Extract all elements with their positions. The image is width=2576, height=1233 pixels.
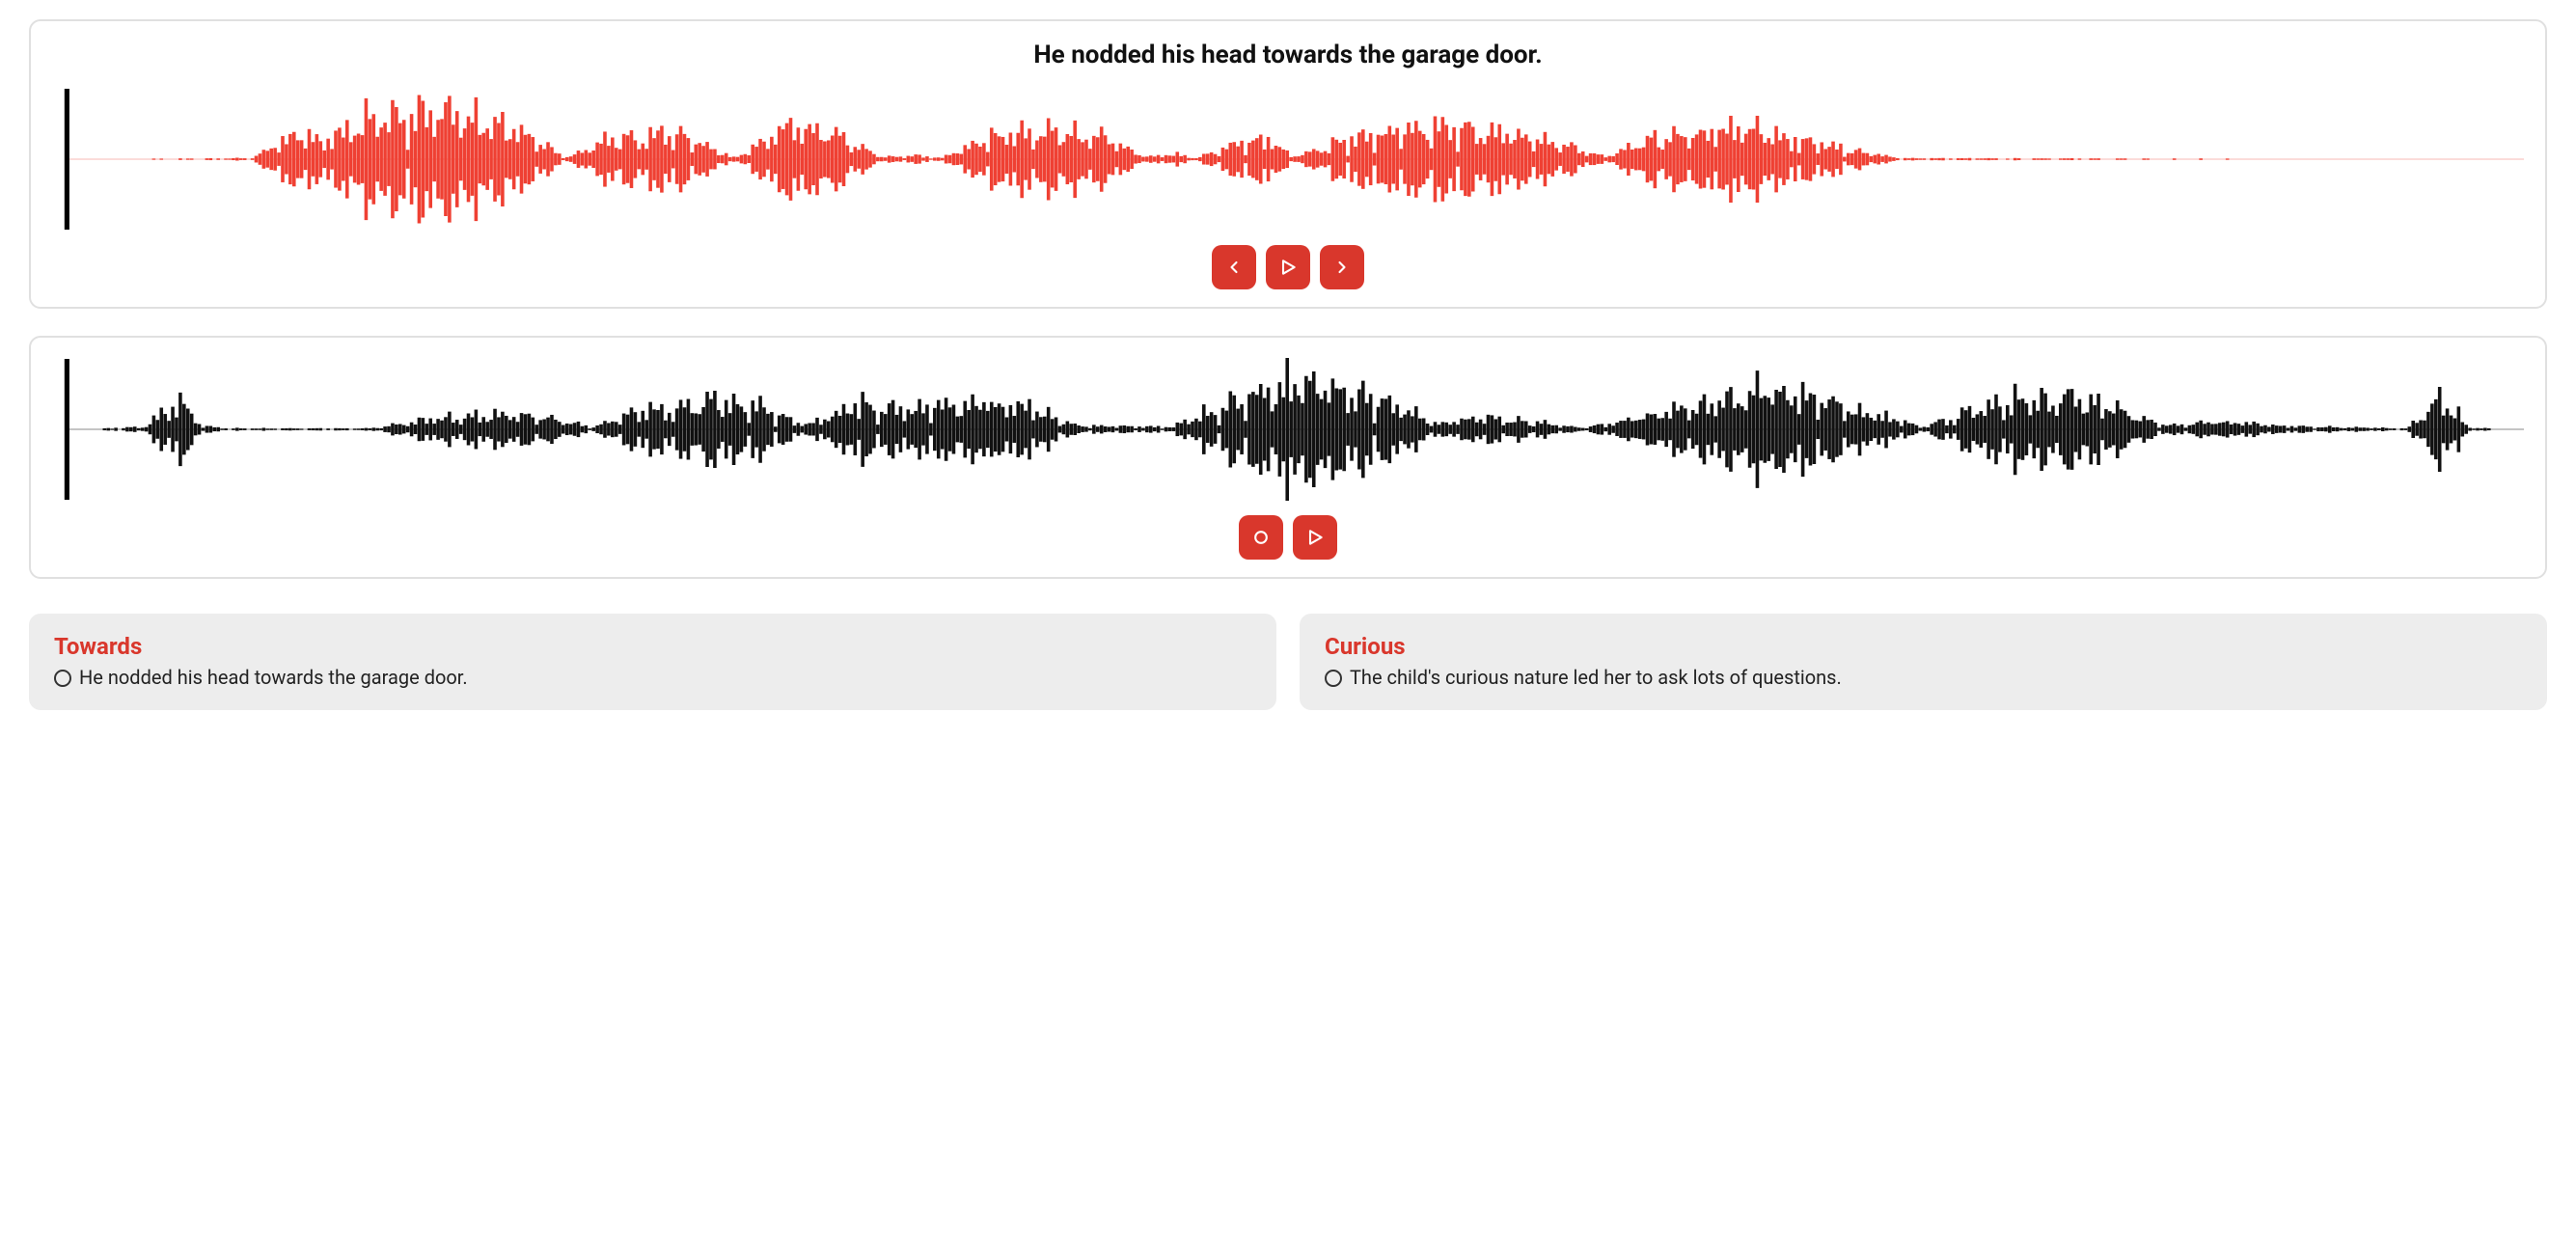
option-radio-row[interactable]: The child's curious nature led her to as… [1325,666,2522,689]
user-waveform[interactable] [52,357,2524,502]
option-radio-row[interactable]: He nodded his head towards the garage do… [54,666,1251,689]
play-recording-button[interactable] [1293,515,1337,560]
reference-controls [52,245,2524,289]
next-button[interactable] [1320,245,1364,289]
chevron-right-icon [1332,258,1352,277]
record-icon [1251,528,1271,547]
radio-icon [54,670,71,687]
reference-sentence: He nodded his head towards the garage do… [52,41,2524,69]
reference-audio-panel: He nodded his head towards the garage do… [29,19,2547,309]
user-recording-panel [29,336,2547,579]
play-reference-button[interactable] [1266,245,1310,289]
option-word: Curious [1325,633,2522,660]
prev-button[interactable] [1212,245,1256,289]
reference-waveform[interactable] [52,87,2524,232]
option-card-curious[interactable]: Curious The child's curious nature led h… [1300,614,2547,710]
play-icon [1278,258,1298,277]
recording-controls [52,515,2524,560]
option-word: Towards [54,633,1251,660]
play-icon [1305,528,1325,547]
radio-icon [1325,670,1342,687]
option-sentence: The child's curious nature led her to as… [1350,666,1842,689]
option-sentence: He nodded his head towards the garage do… [79,666,468,689]
option-card-towards[interactable]: Towards He nodded his head towards the g… [29,614,1276,710]
record-button[interactable] [1239,515,1283,560]
chevron-left-icon [1224,258,1244,277]
sentence-options: Towards He nodded his head towards the g… [29,614,2547,710]
